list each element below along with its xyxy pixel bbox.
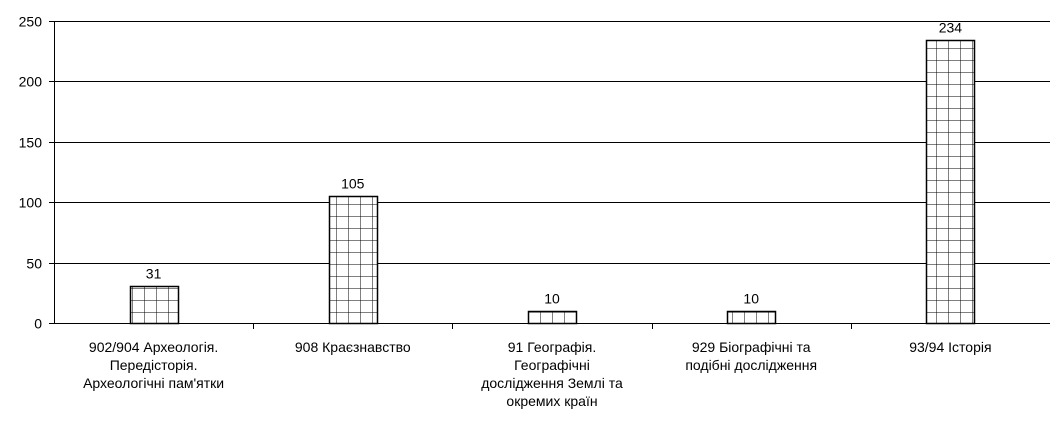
- bar: [328, 195, 379, 325]
- data-label: 234: [939, 20, 963, 36]
- bar: [129, 285, 180, 325]
- x-category-label: 908 Краєзнавство: [295, 339, 411, 355]
- x-category-label: дослідження Землі та: [481, 375, 623, 391]
- axes: 0 50 100 150 200 250: [19, 14, 1050, 332]
- x-category-label: окремих країн: [506, 393, 597, 409]
- x-category-label: 902/904 Археологія.: [89, 339, 218, 355]
- x-category-label: Археологічні пам'ятки: [83, 375, 224, 391]
- x-category-label: 91 Географія.: [508, 339, 596, 355]
- data-label: 10: [743, 291, 759, 307]
- x-category-label: подібні дослідження: [685, 357, 817, 373]
- bars: [129, 39, 976, 325]
- data-label: 105: [341, 176, 365, 192]
- y-tick-label: 0: [34, 316, 42, 332]
- x-category-label: 93/94 Історія: [909, 339, 991, 355]
- x-category-label: Передісторія.: [110, 357, 198, 373]
- data-label: 10: [544, 291, 560, 307]
- gridlines: [54, 21, 1050, 264]
- y-tick-label: 250: [19, 14, 43, 30]
- y-tick-label: 50: [26, 256, 42, 272]
- y-tick-label: 100: [19, 195, 43, 211]
- data-label: 31: [146, 266, 162, 282]
- bar: [925, 39, 976, 325]
- y-tick-label: 150: [19, 135, 43, 151]
- x-category-label: Географічні: [514, 357, 590, 373]
- bar: [527, 310, 578, 325]
- x-category-label: 929 Біографічні та: [692, 339, 811, 355]
- y-tick-label: 200: [19, 74, 43, 90]
- labels: 31 902/904 Археологія. Передісторія. Археол…: [83, 20, 991, 410]
- bar: [726, 310, 777, 325]
